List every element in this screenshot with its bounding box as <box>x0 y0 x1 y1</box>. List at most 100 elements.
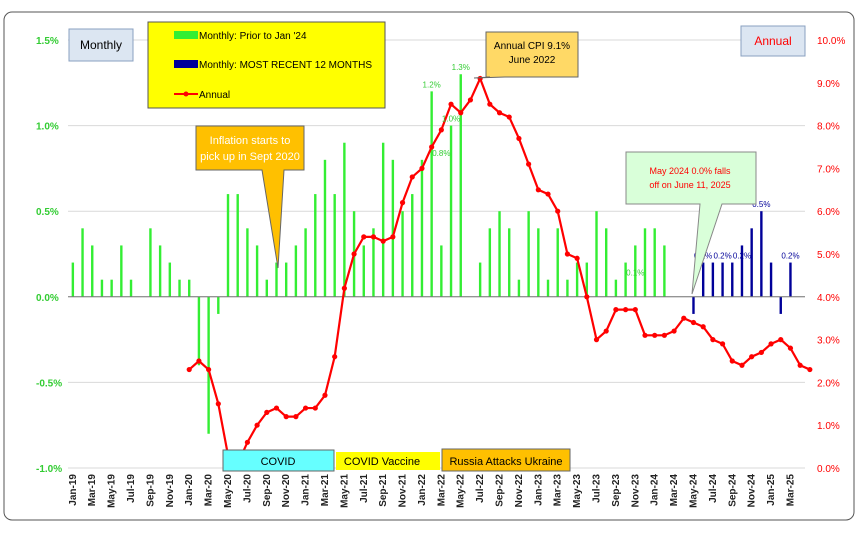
annual-point <box>332 354 338 360</box>
annual-point <box>506 114 512 120</box>
x-tick-label: Mar-19 <box>87 474 98 507</box>
monthly-bar-green <box>362 245 365 297</box>
annual-point <box>370 234 377 240</box>
x-tick-label: Sep-22 <box>495 474 506 507</box>
monthly-bar-blue <box>692 296 695 314</box>
annual-point <box>467 97 474 103</box>
monthly-bar-green <box>81 228 84 297</box>
annual-point <box>409 174 415 180</box>
monthly-bar-green <box>275 262 278 297</box>
monthly-bar-green <box>304 228 307 297</box>
annual-point <box>448 101 454 107</box>
svg-text:May 2024 0.0% falls: May 2024 0.0% falls <box>649 166 731 176</box>
monthly-bar-green <box>498 211 501 297</box>
annual-point <box>293 414 299 420</box>
right-tick-label: 2.0% <box>817 378 840 389</box>
annual-point <box>196 358 202 364</box>
right-tick-label: 0.0% <box>817 464 840 475</box>
right-tick-label: 5.0% <box>817 250 840 261</box>
x-tick-label: Jan-19 <box>68 474 79 506</box>
x-tick-label: May-19 <box>107 474 118 508</box>
annual-point <box>797 362 803 368</box>
x-tick-label: Jan-22 <box>417 474 428 506</box>
monthly-bar-green <box>459 74 462 297</box>
x-tick-label: May-22 <box>456 474 467 508</box>
annual-point <box>642 332 648 338</box>
x-tick-label: May-20 <box>223 474 234 508</box>
svg-text:COVID Vaccine: COVID Vaccine <box>344 456 420 468</box>
monthly-bar-green <box>624 262 627 297</box>
svg-text:Russia Attacks Ukraine: Russia Attacks Ukraine <box>449 456 562 468</box>
annual-point <box>661 332 667 338</box>
monthly-bar-blue <box>769 262 773 297</box>
x-tick-label: Jul-24 <box>708 474 719 503</box>
monthly-bar-green <box>217 296 220 314</box>
annual-point <box>700 324 706 330</box>
annual-point <box>361 234 367 240</box>
x-tick-label: Sep-19 <box>145 474 156 507</box>
data-label: 0.5% <box>752 200 770 209</box>
monthly-bar-green <box>401 211 404 297</box>
x-tick-label: Jan-25 <box>766 474 777 506</box>
annual-point <box>564 251 571 257</box>
monthly-bar-green <box>488 228 492 297</box>
annual-point <box>273 405 280 411</box>
falls-off-callout: May 2024 0.0% falls off on June 11, 2025 <box>625 151 757 295</box>
right-tick-label: 7.0% <box>817 164 840 175</box>
monthly-bar-green <box>314 194 317 297</box>
monthly-bar-green <box>643 228 647 297</box>
annual-point <box>496 110 503 116</box>
annual-point <box>603 328 609 334</box>
legend: Monthly: Prior to Jan '24 Monthly: MOST … <box>147 21 386 109</box>
data-label: 0.2% <box>781 252 799 261</box>
annual-point <box>390 234 396 240</box>
monthly-bar-green <box>381 142 385 297</box>
cpi-peak-callout: Annual CPI 9.1% June 2022 <box>473 31 579 79</box>
annual-point <box>419 165 425 171</box>
svg-text:off on June 11, 2025: off on June 11, 2025 <box>649 180 730 190</box>
annual-point <box>632 307 638 313</box>
monthly-bar-green <box>149 228 152 297</box>
monthly-bar-green <box>391 159 395 297</box>
x-tick-label: Nov-23 <box>630 474 641 508</box>
monthly-bar-green <box>517 279 521 297</box>
monthly-bar-green <box>110 279 113 297</box>
x-tick-label: Sep-23 <box>611 474 622 507</box>
svg-text:Annual: Annual <box>754 34 791 48</box>
annual-point <box>681 315 687 321</box>
annual-line <box>186 75 813 467</box>
annual-point <box>545 191 551 197</box>
monthly-bar-green <box>653 228 656 297</box>
annual-point <box>555 208 561 214</box>
annual-point <box>399 200 406 206</box>
annual-point <box>429 144 435 150</box>
annual-point <box>206 366 212 373</box>
x-tick-label: Jan-21 <box>301 474 312 506</box>
monthly-bar-green <box>527 211 530 297</box>
x-tick-label: Sep-21 <box>378 474 389 507</box>
monthly-bar-green <box>537 228 540 297</box>
monthly-bar-green <box>333 194 336 297</box>
x-tick-label: Jan-24 <box>650 474 661 506</box>
svg-text:COVID: COVID <box>261 456 296 468</box>
annual-point <box>487 101 493 107</box>
monthly-bar-green <box>575 262 579 297</box>
annual-point <box>622 307 629 313</box>
right-tick-label: 8.0% <box>817 122 840 133</box>
monthly-bar-green <box>129 279 133 297</box>
left-tick-label: 1.5% <box>36 36 59 47</box>
monthly-bar-green <box>100 279 104 297</box>
annual-point <box>719 341 726 347</box>
annual-point <box>516 135 522 142</box>
annual-point <box>438 127 444 133</box>
annual-point <box>749 354 755 360</box>
svg-text:June 2022: June 2022 <box>509 55 556 66</box>
legend-marker <box>183 91 189 97</box>
monthly-bar-blue <box>750 228 753 297</box>
annual-point <box>526 161 532 167</box>
monthly-bar-green <box>605 228 608 297</box>
x-tick-label: Jul-21 <box>359 474 370 503</box>
monthly-bar-green <box>207 296 210 434</box>
event-russia-ukraine: Russia Attacks Ukraine <box>441 448 571 472</box>
